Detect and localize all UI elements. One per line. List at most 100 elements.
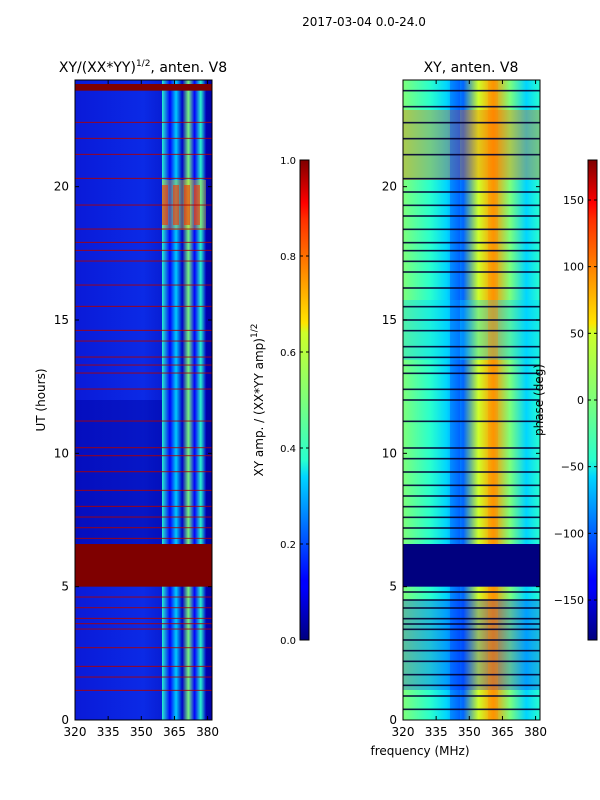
colorbar-tick-label: 50 [570,327,584,340]
flag-line [403,364,540,367]
colorbar-tick-label: 0.0 [280,636,296,647]
flag-line [75,260,212,262]
amplitude-colorbar: 0.0 0.2 0.4 0.6 0.8 1.0 XY amp. / (XX*YY amp)… [250,156,310,647]
amplitude-panel-title: XY/(XX*YY)1/2, anten. V8 [59,59,227,76]
phase-flag-lines [403,89,540,711]
flag-line [403,495,540,497]
colorbar-tick-label: 150 [563,194,584,207]
flag-line [75,505,212,507]
colorbar-tick-label: 0 [577,394,584,407]
y-tick-label: 20 [54,180,69,194]
colorbar-tick-label: 0.2 [280,540,296,551]
flag-line [75,471,212,473]
amplitude-colorbar-ticks: 0.0 0.2 0.4 0.6 0.8 1.0 [280,156,309,647]
x-tick-label: 350 [458,725,481,739]
flag-line [403,617,540,620]
amplitude-colorbar-label: XY amp. / (XX*YY amp)1/2 [250,324,266,477]
flag-line [75,153,212,155]
flag-line [75,596,212,598]
flag-line [403,673,540,676]
frequency-axis-label: frequency (MHz) [370,744,469,758]
amplitude-y-axis-label: UT (hours) [34,368,48,431]
x-tick-label: 380 [524,725,547,739]
colorbar-tick-label: −50 [561,461,584,474]
flag-line [403,177,540,180]
flag-line [75,305,212,307]
x-tick-label: 320 [64,725,87,739]
x-tick-label: 365 [163,725,186,739]
amplitude-x-ticks: 320 335 350 365 380 [64,80,219,739]
flag-line [403,684,540,687]
flag-line [403,447,540,449]
colorbar-tick-label: −100 [554,527,584,540]
phase-warm-region [403,110,540,180]
figure-suptitle: 2017-03-04 0.0-24.0 [302,15,426,29]
flag-line [75,537,212,539]
y-tick-label: 5 [61,580,69,594]
phase-colorbar-label: phase (deg) [532,364,546,436]
flag-line [75,340,212,342]
flag-line [403,399,540,401]
flag-line [403,89,540,92]
flag-line [403,639,540,641]
amplitude-axes-frame [74,79,213,721]
flag-line [75,249,212,251]
phase-panel: XY, anten. V8 320 335 350 365 380 0 5 10 15 20 [382,60,547,739]
flag-line [75,607,212,609]
flag-line [403,457,540,460]
flag-line [403,204,540,207]
flag-line [75,177,212,179]
flag-line [403,215,540,217]
flag-line [75,241,212,243]
x-tick-label: 365 [491,725,514,739]
flag-line [403,153,540,156]
flag-line [75,388,212,390]
x-tick-label: 335 [97,725,120,739]
flag-line [75,420,212,422]
phase-constant-band [403,544,540,587]
flag-line [403,345,540,348]
y-tick-label: 0 [389,713,397,727]
flag-line [75,623,212,625]
saturated-band [75,544,212,587]
flag-line [403,516,540,519]
y-tick-label: 0 [61,713,69,727]
colorbar-tick-label: 1.0 [280,156,296,167]
flag-line [403,471,540,473]
phase-colorbar-ticks: −150 −100 −50 0 50 100 150 [554,194,597,607]
flag-line [403,420,540,423]
x-tick-label: 335 [425,725,448,739]
flag-line [75,228,212,230]
phase-axes-frame [402,79,541,721]
flag-line [403,356,540,359]
phase-panel-title: XY, anten. V8 [424,60,519,76]
amplitude-panel: XY/(XX*YY)1/2, anten. V8 320 335 350 365 380… [34,59,227,739]
flag-line [403,484,540,487]
flag-line [75,137,212,139]
flag-line [75,665,212,667]
y-tick-label: 15 [382,313,397,327]
flag-line [75,676,212,678]
colorbar-tick-label: 100 [563,261,584,274]
y-tick-label: 20 [382,180,397,194]
flag-line [403,372,540,375]
saturated-band [75,84,212,91]
flag-line [403,649,540,652]
flag-line [75,516,212,518]
flag-line [403,191,540,193]
amplitude-saturated-bands [75,84,212,587]
amplitude-colorbar-scale [299,159,310,641]
x-tick-label: 320 [392,725,415,739]
flag-line [403,537,540,540]
flag-line [403,708,540,711]
phase-x-ticks: 320 335 350 365 380 [392,80,547,739]
x-tick-label: 350 [130,725,153,739]
flag-line [403,607,540,609]
flag-line [75,628,212,630]
amplitude-flag-lines [75,121,212,691]
flag-line [75,364,212,366]
flag-line [75,455,212,457]
y-tick-label: 10 [54,446,69,460]
flag-line [75,527,212,529]
